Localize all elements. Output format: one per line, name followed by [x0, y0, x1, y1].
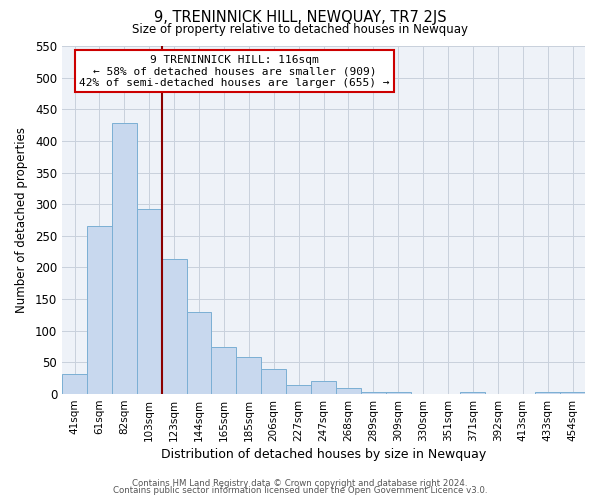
Bar: [62, 374, 87, 394]
Text: Contains public sector information licensed under the Open Government Licence v3: Contains public sector information licen…: [113, 486, 487, 495]
Bar: [560, 392, 585, 394]
Bar: [336, 388, 361, 394]
Y-axis label: Number of detached properties: Number of detached properties: [15, 127, 28, 313]
Bar: [386, 392, 410, 394]
X-axis label: Distribution of detached houses by size in Newquay: Distribution of detached houses by size …: [161, 448, 486, 461]
Bar: [161, 260, 187, 394]
Bar: [286, 384, 311, 394]
Bar: [311, 382, 336, 394]
Text: 9, TRENINNICK HILL, NEWQUAY, TR7 2JS: 9, TRENINNICK HILL, NEWQUAY, TR7 2JS: [154, 10, 446, 25]
Text: 9 TRENINNICK HILL: 116sqm
← 58% of detached houses are smaller (909)
42% of semi: 9 TRENINNICK HILL: 116sqm ← 58% of detac…: [79, 54, 390, 88]
Bar: [535, 392, 560, 394]
Bar: [112, 123, 137, 394]
Bar: [460, 392, 485, 394]
Text: Size of property relative to detached houses in Newquay: Size of property relative to detached ho…: [132, 22, 468, 36]
Bar: [187, 312, 211, 394]
Bar: [261, 369, 286, 394]
Bar: [87, 226, 112, 394]
Bar: [211, 346, 236, 394]
Bar: [236, 358, 261, 394]
Bar: [137, 210, 161, 394]
Bar: [361, 392, 386, 394]
Text: Contains HM Land Registry data © Crown copyright and database right 2024.: Contains HM Land Registry data © Crown c…: [132, 478, 468, 488]
